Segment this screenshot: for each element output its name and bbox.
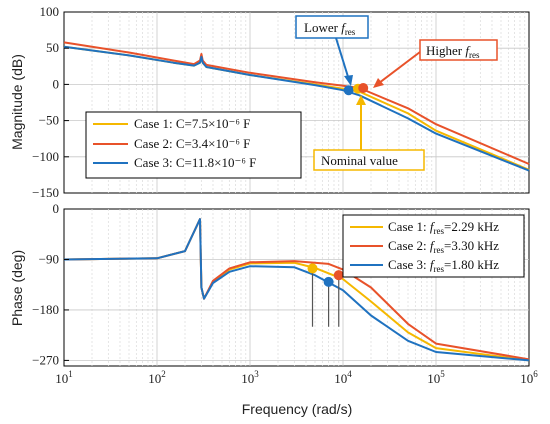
- legend-label-case3: Case 3: C=11.8×10⁻⁶ F: [134, 155, 256, 170]
- phase-x-ticks: 101 102 103 104 105 106: [55, 369, 538, 386]
- arrowhead-nominal-value: [356, 95, 366, 105]
- x-tick-label: 106: [520, 369, 538, 386]
- phase-fres-marker: [307, 263, 318, 274]
- phase-legend-label-case1: Case 1: fres=2.29 kHz: [388, 219, 499, 236]
- x-tick-label: 105: [427, 369, 445, 386]
- phase-y-ticks: 0 −90 −180 −270: [32, 201, 69, 367]
- x-tick-label: 104: [334, 369, 352, 386]
- phase-series-case3: [63, 218, 530, 362]
- arrowhead-higher-fres: [373, 78, 384, 88]
- x-tick-label: 101: [55, 369, 73, 386]
- annotation-higher-fres: Higher fres: [373, 39, 498, 88]
- phase-fres-marker: [323, 276, 334, 287]
- mag-series-case3: [63, 45, 530, 172]
- arrow-higher-fres: [378, 51, 421, 84]
- mag-y-tick-label: −100: [32, 149, 59, 164]
- mag-series-case2: [63, 41, 530, 165]
- legend-label-case2: Case 2: C=3.4×10⁻⁶ F: [134, 136, 250, 151]
- mag-y-tick-label: 0: [53, 76, 60, 91]
- arrow-lower-fres: [335, 37, 350, 81]
- magnitude-y-axis-label: Magnitude (dB): [9, 54, 25, 150]
- phase-panel: 0 −90 −180 −270 101 102 103 104 105 106 Phase (d…: [9, 201, 538, 417]
- x-tick-label: 103: [241, 369, 259, 386]
- mag-fres-marker: [358, 83, 369, 94]
- mag-y-tick-label: −50: [39, 113, 59, 128]
- mag-fres-marker: [343, 85, 354, 96]
- phase-legend: Case 1: fres=2.29 kHz Case 2: fres=3.30 …: [342, 214, 525, 278]
- magnitude-y-ticks: 100 50 0 −50 −100 −150: [32, 4, 69, 200]
- annotation-lower-fres: Lower fres: [295, 15, 369, 86]
- legend-label-case1: Case 1: C=7.5×10⁻⁶ F: [134, 116, 250, 131]
- phase-y-tick-label: −270: [32, 352, 59, 367]
- phase-legend-label-case2: Case 2: fres=3.30 kHz: [388, 238, 499, 255]
- magnitude-panel: 100 50 0 −50 −100 −150 Magnitude (dB) Case 1:…: [9, 4, 530, 200]
- magnitude-curves: [63, 41, 530, 172]
- mag-y-tick-label: 100: [40, 4, 60, 19]
- svg-text:Higher fres: Higher fres: [426, 43, 480, 60]
- svg-text:Lower fres: Lower fres: [304, 20, 356, 37]
- arrowhead-lower-fres: [344, 75, 353, 86]
- x-tick-label: 102: [148, 369, 166, 386]
- x-axis-label: Frequency (rad/s): [242, 401, 352, 417]
- phase-curves: [63, 218, 530, 362]
- phase-y-axis-label: Phase (deg): [9, 250, 25, 326]
- phase-y-tick-label: 0: [53, 201, 60, 216]
- magnitude-legend: Case 1: C=7.5×10⁻⁶ F Case 2: C=3.4×10⁻⁶ …: [85, 111, 302, 179]
- mag-y-tick-label: −150: [32, 185, 59, 200]
- mag-y-tick-label: 50: [46, 40, 59, 55]
- phase-legend-label-case3: Case 3: fres=1.80 kHz: [388, 257, 499, 274]
- phase-y-tick-label: −90: [39, 251, 59, 266]
- svg-text:Nominal value: Nominal value: [321, 153, 398, 168]
- phase-y-tick-label: −180: [32, 302, 59, 317]
- annotation-nominal-value: Nominal value: [313, 95, 425, 171]
- phase-fres-marker: [333, 270, 344, 281]
